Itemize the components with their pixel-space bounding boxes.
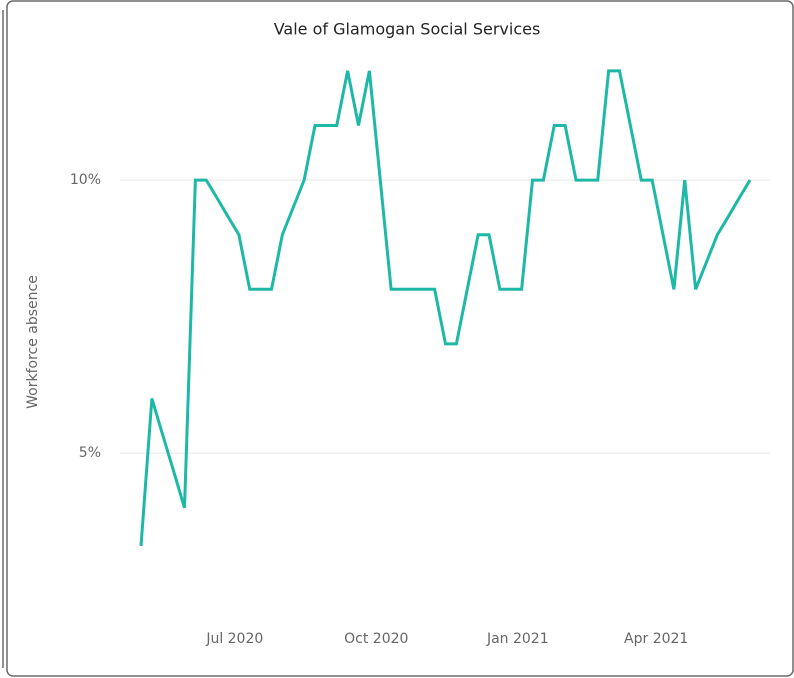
chart-title: Vale of Glamogan Social Services (274, 20, 541, 39)
x-tick-label: Jul 2020 (205, 631, 263, 647)
x-tick-label: Jan 2021 (486, 631, 549, 647)
data-line (139, 69, 752, 547)
visual-frame (6, 0, 794, 677)
y-tick-label: 10% (70, 172, 101, 188)
x-tick-label: Apr 2021 (624, 631, 688, 647)
y-tick-label: 5% (79, 445, 101, 461)
x-tick-label: Oct 2020 (344, 631, 408, 647)
y-axis-label: Workforce absence (25, 275, 41, 409)
